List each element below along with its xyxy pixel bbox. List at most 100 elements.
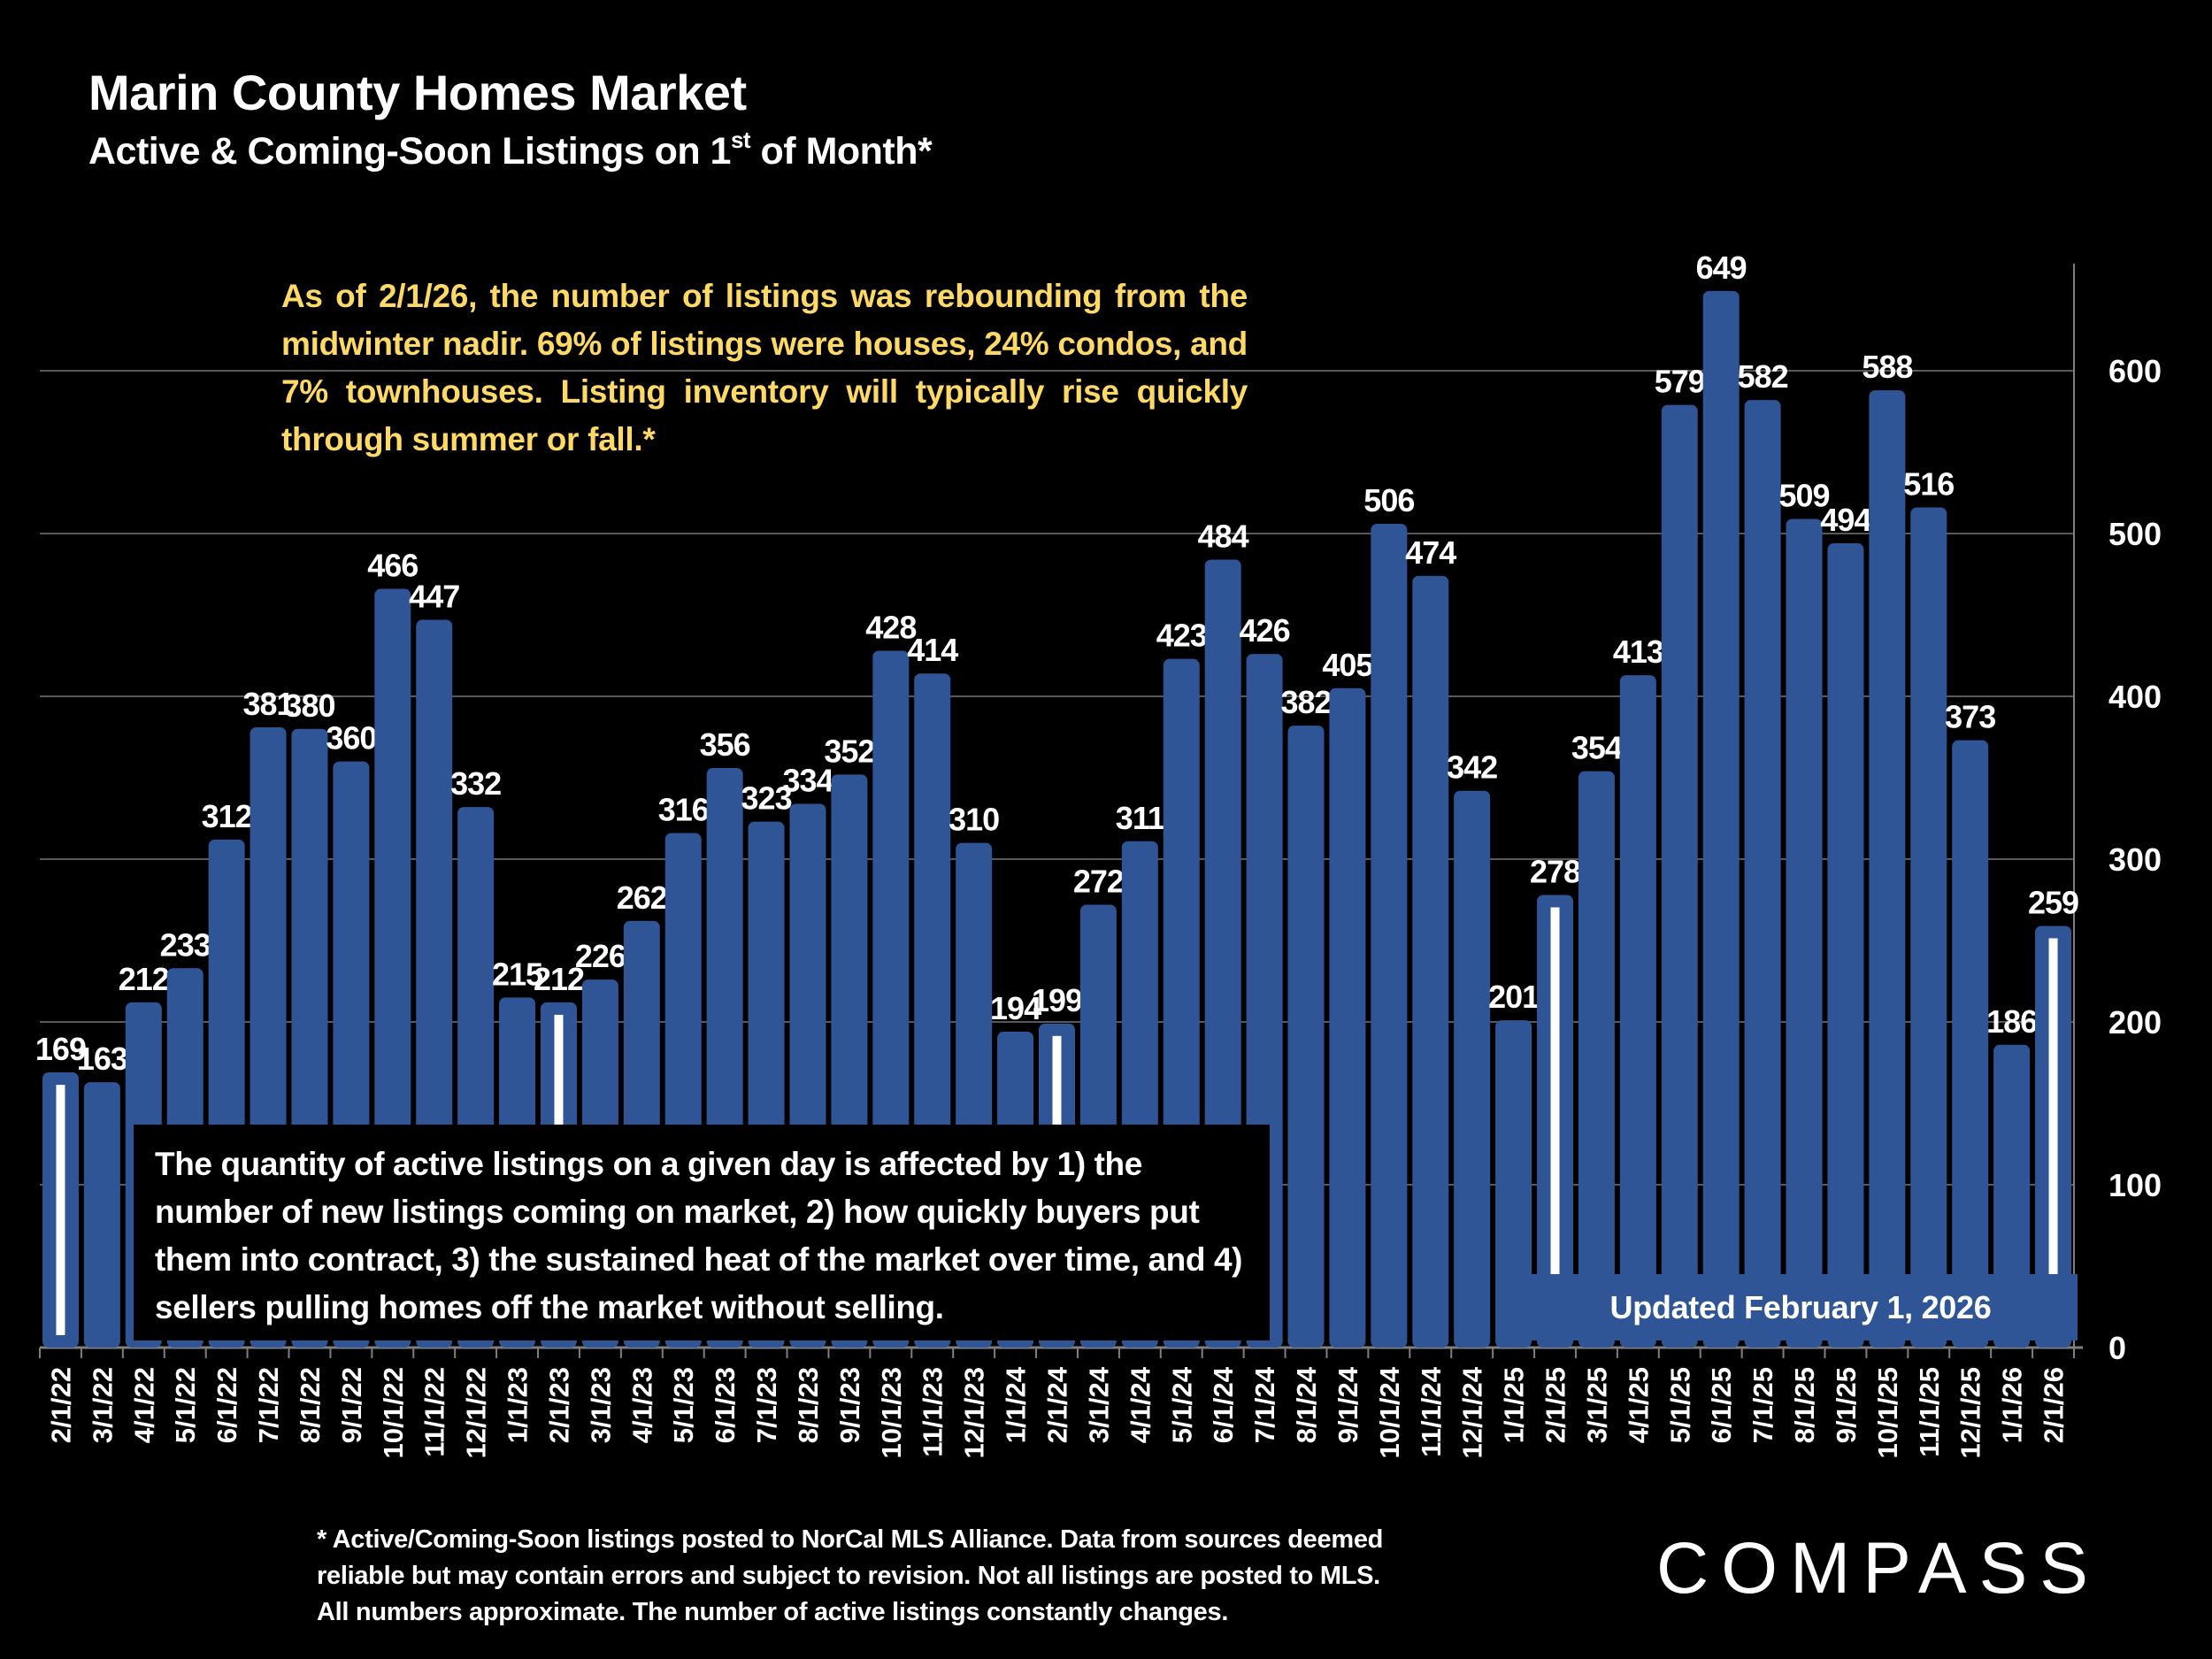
bar [1495, 1020, 1532, 1348]
data-label: 212 [534, 961, 584, 997]
data-label: 310 [949, 802, 999, 838]
bar [1619, 675, 1656, 1348]
highlight-marker [2048, 938, 2058, 1335]
y-tick-label: 200 [2108, 1004, 2162, 1041]
x-tick-label: 9/1/23 [834, 1367, 865, 1443]
annotation-top: As of 2/1/26, the number of listings was… [281, 278, 1248, 457]
x-tick-label: 2/1/25 [1540, 1367, 1571, 1443]
bar [1412, 575, 1449, 1348]
x-tick-label: 6/1/24 [1208, 1366, 1239, 1443]
x-tick-label: 1/1/23 [503, 1367, 534, 1443]
bar [1827, 543, 1864, 1348]
bar [1952, 740, 1989, 1348]
subtitle-text-end: of Month* [750, 130, 933, 173]
data-label: 233 [160, 926, 211, 963]
x-tick-label: 5/1/24 [1166, 1366, 1197, 1443]
footnote-line: All numbers approximate. The number of a… [317, 1598, 1229, 1626]
data-label: 509 [1778, 477, 1829, 513]
data-label: 582 [1738, 358, 1788, 395]
data-label: 405 [1322, 647, 1373, 683]
data-label: 382 [1280, 684, 1331, 720]
footnote-line: reliable but may contain errors and subj… [317, 1562, 1380, 1590]
data-label: 212 [119, 961, 169, 997]
x-tick-label: 8/1/22 [295, 1367, 326, 1443]
data-label: 373 [1945, 699, 1995, 735]
data-label: 356 [700, 726, 750, 763]
y-tick-label: 100 [2108, 1167, 2162, 1203]
bar [1869, 390, 1906, 1348]
data-label: 278 [1530, 853, 1580, 889]
y-tick-label: 400 [2108, 679, 2162, 715]
bar [1702, 290, 1740, 1348]
bar [83, 1082, 120, 1348]
subtitle-text: Active & Coming-Soon Listings on 1 [88, 130, 731, 173]
x-tick-label: 6/1/22 [211, 1367, 242, 1443]
data-label: 516 [1903, 466, 1954, 503]
data-label: 262 [617, 879, 667, 916]
data-label: 466 [367, 548, 418, 584]
x-tick-label: 6/1/25 [1706, 1367, 1737, 1443]
x-tick-label: 8/1/23 [793, 1367, 824, 1443]
bar [1993, 1044, 2031, 1348]
x-tick-label: 12/1/23 [959, 1367, 990, 1458]
x-tick-label: 1/1/26 [1997, 1367, 2028, 1443]
data-label: 259 [2028, 884, 2078, 920]
bar [1910, 507, 1947, 1348]
data-label: 334 [782, 762, 833, 798]
x-tick-label: 11/1/24 [1416, 1366, 1447, 1456]
page-subtitle: Active & Coming-Soon Listings on 1st of … [88, 127, 933, 173]
data-label: 474 [1405, 534, 1456, 571]
bar [1287, 726, 1325, 1348]
x-tick-label: 9/1/24 [1333, 1366, 1363, 1443]
data-label: 426 [1240, 612, 1290, 649]
page-title: Marin County Homes Market [88, 65, 747, 120]
data-label: 352 [824, 733, 874, 769]
bar [1329, 687, 1366, 1348]
data-label: 169 [35, 1031, 86, 1067]
x-tick-label: 3/1/22 [87, 1367, 118, 1443]
data-label: 186 [1986, 1003, 2037, 1040]
x-tick-label: 1/1/25 [1499, 1367, 1530, 1443]
subtitle-superscript: st [730, 127, 751, 153]
data-label: 312 [202, 798, 252, 834]
x-tick-label: 9/1/25 [1831, 1367, 1862, 1443]
x-tick-label: 9/1/22 [336, 1367, 367, 1443]
x-tick-label: 11/1/22 [419, 1367, 450, 1457]
x-tick-label: 2/1/24 [1042, 1366, 1073, 1443]
x-tick-label: 5/1/22 [170, 1367, 201, 1443]
compass-logo: COMPASS [1656, 1528, 2101, 1609]
x-tick-label: 10/1/22 [378, 1367, 409, 1458]
data-label: 381 [243, 686, 295, 722]
bar [1786, 518, 1823, 1348]
x-tick-label: 10/1/23 [876, 1367, 907, 1458]
x-tick-label: 4/1/25 [1623, 1367, 1654, 1443]
data-label: 332 [450, 765, 501, 802]
data-label: 579 [1655, 364, 1705, 400]
bar [1744, 400, 1781, 1348]
x-tick-label: 12/1/25 [1955, 1367, 1986, 1458]
x-tick-label: 4/1/22 [128, 1367, 159, 1443]
x-tick-label: 4/1/24 [1125, 1366, 1156, 1443]
x-tick-label: 3/1/25 [1581, 1367, 1612, 1443]
data-label: 226 [575, 938, 626, 974]
y-tick-label: 500 [2108, 516, 2162, 552]
data-label: 380 [284, 687, 334, 724]
data-label: 354 [1571, 730, 1623, 766]
x-tick-label: 11/1/25 [1914, 1367, 1945, 1457]
bar [1578, 771, 1615, 1348]
x-tick-label: 8/1/25 [1789, 1367, 1820, 1443]
x-tick-label: 7/1/25 [1747, 1367, 1778, 1443]
x-tick-label: 10/1/25 [1872, 1367, 1903, 1458]
x-tick-label: 2/1/26 [2039, 1367, 2070, 1443]
footnote-line: * Active/Coming-Soon listings posted to … [317, 1525, 1384, 1554]
data-label: 447 [409, 579, 459, 615]
x-tick-label: 5/1/25 [1664, 1367, 1695, 1443]
updated-badge: Updated February 1, 2026 [1524, 1274, 2078, 1340]
x-tick-label: 3/1/24 [1083, 1366, 1114, 1443]
x-tick-label: 8/1/24 [1291, 1366, 1322, 1443]
x-tick-label: 7/1/24 [1249, 1366, 1280, 1443]
data-label: 342 [1447, 749, 1497, 786]
data-label: 413 [1613, 634, 1663, 670]
data-label: 414 [907, 632, 958, 668]
